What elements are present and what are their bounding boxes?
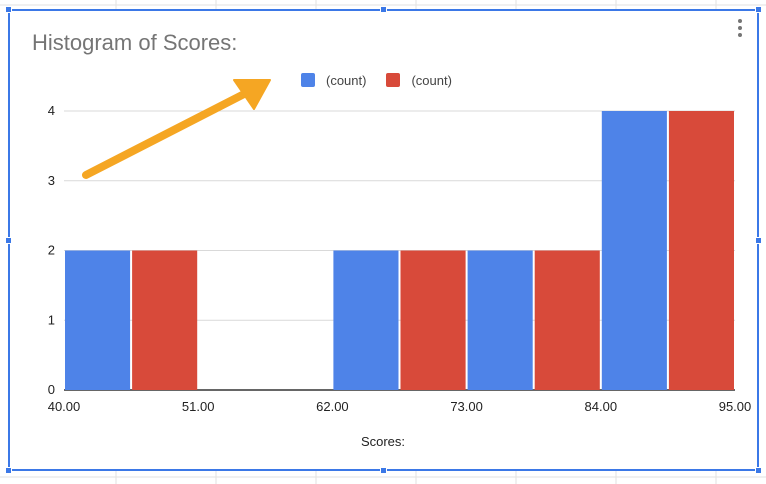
bar	[65, 250, 131, 390]
resize-handle-top-right[interactable]	[755, 6, 762, 13]
resize-handle-bottom[interactable]	[380, 467, 387, 474]
legend-swatch-series-2	[386, 73, 401, 87]
resize-handle-left[interactable]	[5, 237, 12, 244]
bar	[132, 250, 198, 390]
y-tick-label: 1	[48, 312, 55, 327]
x-axis-title: Scores:	[360, 434, 406, 449]
y-tick-label: 2	[48, 243, 55, 258]
x-tick-label: 40.00	[48, 399, 81, 414]
arrow-annotation-shaft	[82, 88, 252, 179]
x-tick-label: 73.00	[450, 399, 483, 414]
legend-item-series-2: (count)	[386, 72, 452, 88]
x-tick-label: 51.00	[182, 399, 215, 414]
x-tick-label: 84.00	[585, 399, 618, 414]
bar	[534, 250, 600, 390]
legend-item-series-1: (count)	[301, 73, 366, 88]
arrow-annotation-head	[233, 79, 271, 110]
bar	[333, 250, 399, 390]
y-tick-label: 4	[48, 103, 55, 118]
more-vert-icon[interactable]	[735, 19, 745, 41]
y-tick-label: 0	[48, 382, 55, 397]
legend-label-series-1: (count)	[326, 72, 367, 88]
resize-handle-top[interactable]	[380, 6, 387, 13]
bar	[400, 250, 466, 390]
y-tick-label: 3	[48, 173, 55, 188]
legend-swatch-series-1	[301, 73, 315, 87]
bar	[467, 250, 533, 390]
resize-handle-bottom-right[interactable]	[755, 467, 762, 474]
legend-label-series-2: (count)	[411, 72, 452, 88]
resize-handle-right[interactable]	[755, 237, 762, 244]
resize-handle-top-left[interactable]	[5, 6, 12, 13]
chart-title: Histogram of Scores:	[32, 30, 238, 55]
bar	[668, 111, 734, 390]
x-tick-label: 95.00	[719, 399, 752, 414]
x-tick-label: 62.00	[316, 399, 349, 414]
bar	[601, 111, 667, 390]
chart-legend: (count) (count)	[301, 71, 472, 89]
resize-handle-bottom-left[interactable]	[5, 467, 12, 474]
